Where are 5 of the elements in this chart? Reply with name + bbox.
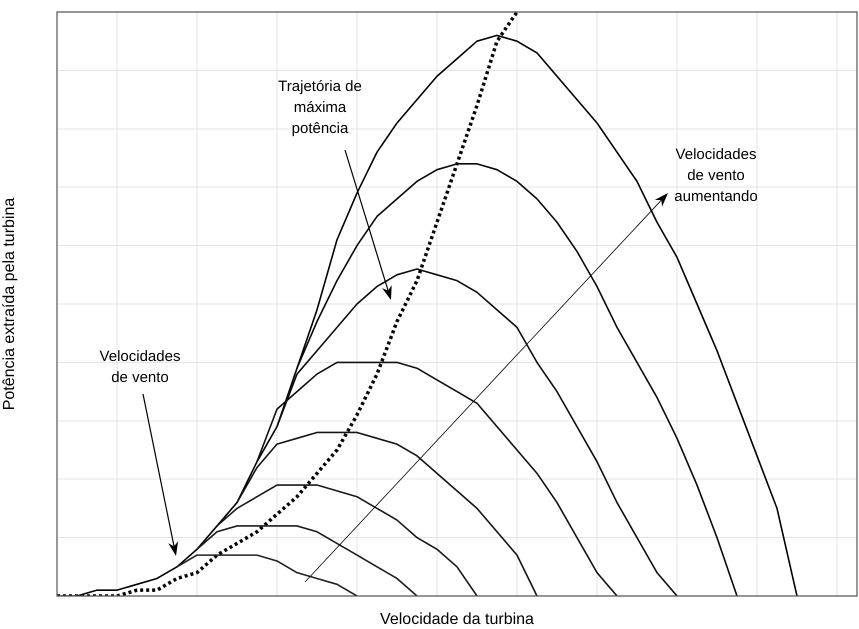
annotation: Trajetória de máxima potência (277, 77, 363, 139)
annotation: Velocidades de vento aumentando (673, 145, 759, 207)
y-axis-title: Potência extraída pela turbina (1, 198, 18, 410)
annotation: Velocidades de vento (98, 347, 182, 388)
x-axis-title: Velocidade da turbina (380, 610, 534, 628)
